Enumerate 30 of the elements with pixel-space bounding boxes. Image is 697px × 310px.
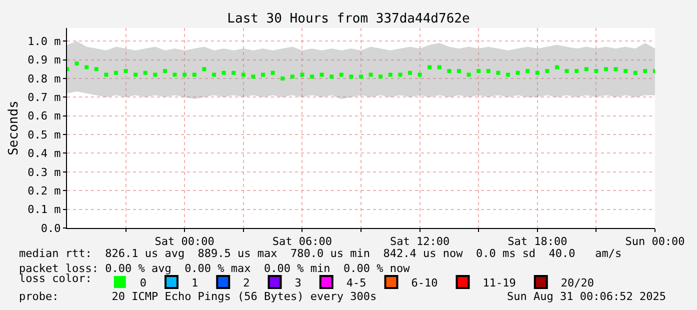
y-tick-label: 0.4 m <box>28 147 62 160</box>
x-tick-label: Sat 00:00 <box>154 235 214 248</box>
y-tick-label: 0.7 m <box>28 91 62 104</box>
legend-label: 0 <box>140 276 147 290</box>
x-tick-label: Sat 12:00 <box>390 235 450 248</box>
legend-label: 3 <box>294 276 302 290</box>
y-tick-label: 0.2 m <box>28 184 62 198</box>
text: median rtt: 826.1 us avg 889.5 us max 780.0 us min 842.4 us now 0.0 ms sd 40.0 am/s <box>19 247 622 260</box>
x-tick-label: Sat 06:00 <box>272 235 332 248</box>
legend-label: 20/20 <box>560 276 594 290</box>
legend-label: 1 <box>192 276 198 290</box>
legend-label: 6-10 <box>411 276 438 290</box>
y-tick-label: 0.3 m <box>28 166 62 179</box>
chart-title: Last 30 Hours from 337da44d762e <box>227 12 470 27</box>
y-tick-label: 1.0 m <box>28 34 62 48</box>
text: packet loss: 0.00 % avg 0.00 % max 0.00 % min 0.00 % now <box>19 262 410 275</box>
legend-label: 2 <box>243 276 250 290</box>
y-tick-label: 0.1 m <box>28 203 62 216</box>
y-tick-label: 0.8 m <box>28 72 62 86</box>
y-tick-label: 0.6 m <box>28 110 62 123</box>
y-tick-label: 0.9 m <box>28 54 62 67</box>
legend-label: 4-5 <box>346 276 366 290</box>
text: probe: 20 ICMP Echo Pings (56 Bytes) every 300s <box>19 290 377 303</box>
x-tick-label: Sun 00:00 <box>625 235 685 248</box>
y-tick-label: 0.0 <box>40 222 61 235</box>
x-tick-label: Sat 18:00 <box>508 235 568 248</box>
text: Sun Aug 31 00:06:52 2025 <box>507 290 666 303</box>
legend-label: 11-19 <box>482 276 516 290</box>
y-tick-label: 0.5 m <box>28 128 62 142</box>
y-axis-title: Seconds <box>6 100 22 156</box>
